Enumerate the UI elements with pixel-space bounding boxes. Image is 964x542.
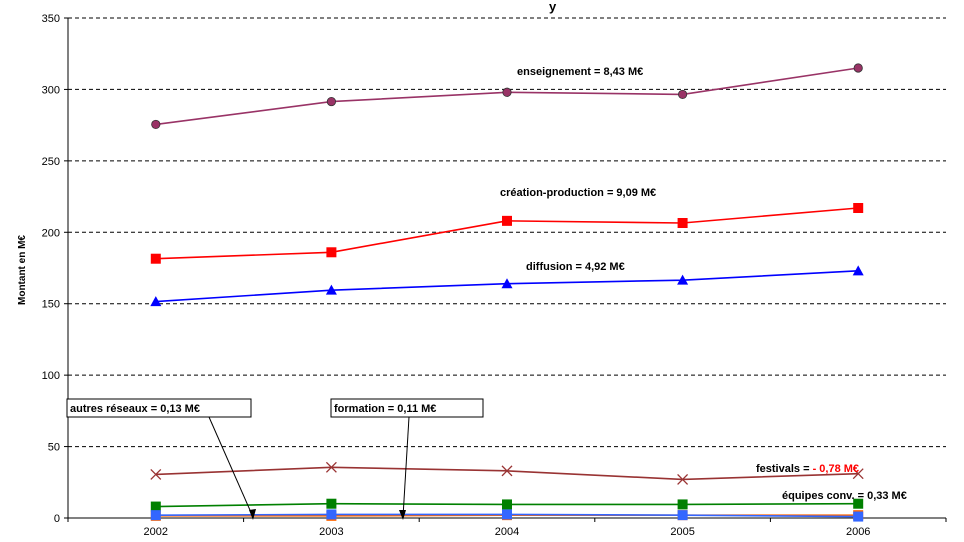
y-axis-label: Montant en M€ xyxy=(17,235,28,305)
data-point-festivals xyxy=(501,465,513,477)
y-tick-label: 300 xyxy=(42,84,60,96)
data-point-enseignement xyxy=(677,89,688,100)
callout-formation: formation = 0,11 M€ xyxy=(330,398,484,520)
series-line-festivals xyxy=(155,466,859,481)
series-diffusion xyxy=(150,265,864,307)
series-creation xyxy=(150,203,864,264)
data-point-x-stroke xyxy=(677,473,689,485)
y-tick-label: 0 xyxy=(54,513,60,525)
annotation-festivals: festivals = - 0,78 M€ xyxy=(756,463,859,475)
series-enseignement xyxy=(151,63,863,130)
data-point-creation xyxy=(326,247,337,258)
data-point-diffusion xyxy=(677,274,689,285)
x-tick-label: 2006 xyxy=(846,526,870,538)
callout-autres-reseaux-box xyxy=(66,398,252,418)
callout-formation-arrow xyxy=(402,416,410,518)
series-line-creation xyxy=(155,207,859,260)
data-point-creation xyxy=(150,253,161,264)
data-point-autres xyxy=(853,511,864,522)
data-point-autres xyxy=(150,510,161,521)
y-tick-labels: 0 50 100 150 200 250 300 350 xyxy=(42,13,60,525)
data-point-festivals xyxy=(325,461,337,473)
annotation-equipes-conv: équipes conv. = 0,33 M€ xyxy=(782,490,907,502)
data-point-autres xyxy=(502,509,512,520)
data-point-creation xyxy=(677,218,688,228)
data-point-x-stroke xyxy=(852,468,864,480)
callout-autres-reseaux-text: autres réseaux = 0,13 M€ xyxy=(70,403,200,415)
x-tick-label: 2004 xyxy=(495,526,519,538)
data-point-diffusion xyxy=(852,265,864,276)
data-point-autres xyxy=(326,509,337,520)
annotation-festivals-value: - 0,78 M€ xyxy=(813,463,859,475)
gridlines xyxy=(68,17,946,448)
y-tick-label: 350 xyxy=(42,13,60,25)
y-tick-label: 150 xyxy=(42,299,60,311)
data-point-equipes xyxy=(853,498,864,509)
data-point-equipes xyxy=(326,498,337,509)
x-tick-label: 2003 xyxy=(319,526,343,538)
data-point-diffusion xyxy=(325,284,337,295)
data-point-enseignement xyxy=(853,63,863,73)
series-festivals xyxy=(150,461,864,485)
data-point-equipes xyxy=(677,499,688,510)
y-tick-label: 200 xyxy=(42,227,60,239)
data-point-enseignement xyxy=(151,119,161,130)
data-point-festivals xyxy=(677,473,689,485)
series-autres xyxy=(150,509,864,522)
series-equipes xyxy=(150,498,864,512)
data-point-autres xyxy=(677,510,688,521)
callout-formation-box xyxy=(330,398,484,418)
y-tick-label: 50 xyxy=(48,442,60,454)
callout-formation-text: formation = 0,11 M€ xyxy=(334,403,436,415)
annotation-enseignement: enseignement = 8,43 M€ xyxy=(517,66,643,78)
chart-title-fragment: y xyxy=(549,0,557,14)
data-point-creation xyxy=(853,203,864,213)
data-point-festivals xyxy=(150,468,162,480)
x-tick-label: 2005 xyxy=(670,526,694,538)
annotation-diffusion: diffusion = 4,92 M€ xyxy=(526,261,625,273)
data-point-x-stroke xyxy=(501,465,513,477)
callout-autres-reseaux-arrowhead xyxy=(249,509,256,520)
data-point-enseignement xyxy=(502,87,512,97)
data-point-diffusion xyxy=(150,296,162,307)
data-point-equipes xyxy=(502,499,512,510)
annotation-creation-production: création-production = 9,09 M€ xyxy=(500,187,656,199)
data-point-diffusion xyxy=(501,278,513,289)
annotation-festivals-label: festivals = xyxy=(756,463,813,475)
x-tick-label: 2002 xyxy=(144,526,168,538)
data-point-festivals xyxy=(852,468,864,480)
y-tick-label: 100 xyxy=(42,370,60,382)
callout-autres-reseaux-arrow xyxy=(208,416,254,518)
data-point-creation xyxy=(502,215,512,226)
data-point-equipes xyxy=(150,501,161,512)
data-point-enseignement xyxy=(326,96,336,107)
x-tick-labels: 2002 2003 2004 2005 2006 xyxy=(144,526,871,538)
series-lines xyxy=(150,63,864,522)
data-point-x-stroke xyxy=(325,461,337,473)
data-point-x-stroke xyxy=(150,468,162,480)
callout-formation-arrowhead xyxy=(399,510,406,520)
y-tick-label: 250 xyxy=(42,156,60,168)
callout-autres-reseaux: autres réseaux = 0,13 M€ xyxy=(66,398,256,520)
